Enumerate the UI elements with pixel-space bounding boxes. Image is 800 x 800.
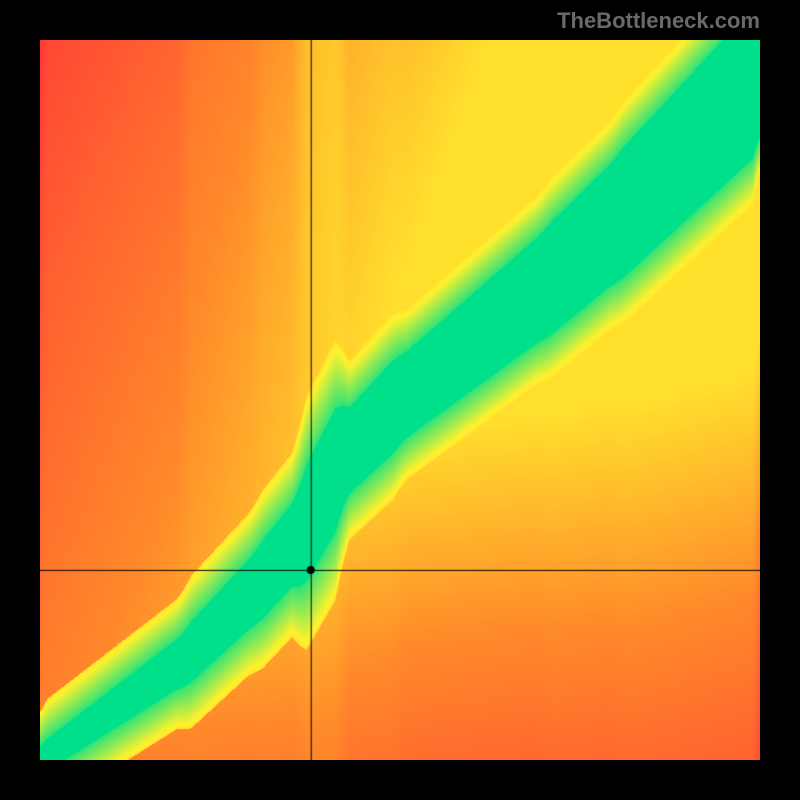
watermark-text: TheBottleneck.com [557, 8, 760, 34]
heatmap-canvas [40, 40, 760, 760]
